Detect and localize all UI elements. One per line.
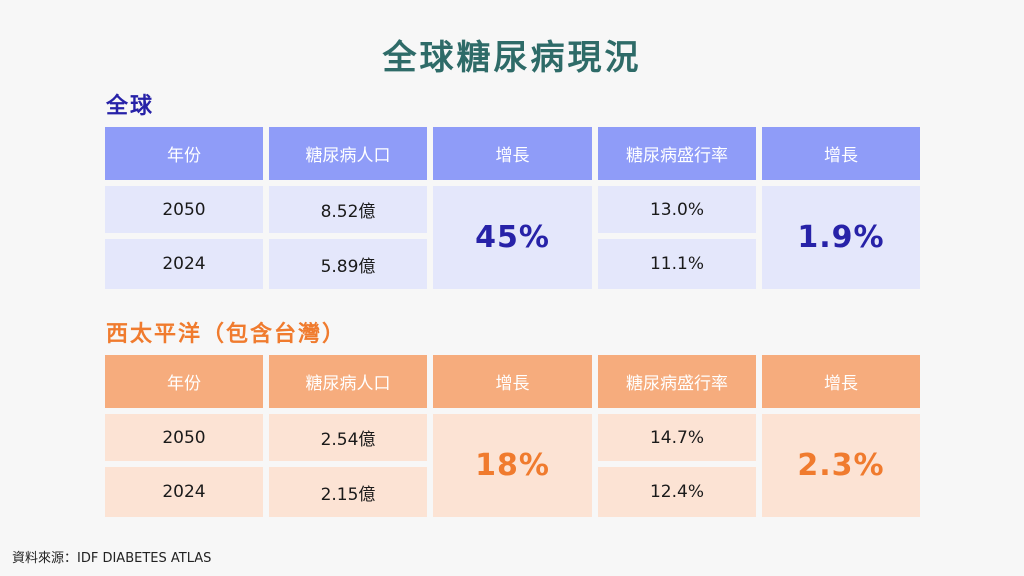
cell-prevalence: 13.0%: [598, 186, 756, 233]
header-prevalence-growth: 增長: [762, 127, 920, 180]
prevalence-growth-value: 1.9%: [762, 186, 920, 289]
source-note: 資料來源：IDF DIABETES ATLAS: [12, 551, 212, 566]
cell-year: 2050: [105, 186, 263, 233]
cell-population: 5.89億: [269, 239, 427, 289]
header-prevalence: 糖尿病盛行率: [598, 127, 756, 180]
cell-prevalence: 11.1%: [598, 239, 756, 289]
population-growth-value: 18%: [433, 414, 592, 517]
section-heading-global: 全球: [106, 94, 155, 119]
cell-year: 2024: [105, 467, 263, 517]
header-prevalence: 糖尿病盛行率: [598, 355, 756, 408]
table-western-pacific: 年份 糖尿病人口 增長 糖尿病盛行率 增長 2050 2.54億 14.7% 2…: [105, 355, 920, 520]
header-population-growth: 增長: [433, 127, 592, 180]
section-heading-western-pacific: 西太平洋（包含台灣）: [106, 322, 347, 347]
cell-prevalence: 12.4%: [598, 467, 756, 517]
cell-year: 2050: [105, 414, 263, 461]
page-title: 全球糖尿病現況: [382, 38, 642, 78]
cell-population: 8.52億: [269, 186, 427, 233]
cell-population: 2.54億: [269, 414, 427, 461]
cell-year: 2024: [105, 239, 263, 289]
header-year: 年份: [105, 355, 263, 408]
cell-population: 2.15億: [269, 467, 427, 517]
table-global: 年份 糖尿病人口 增長 糖尿病盛行率 增長 2050 8.52億 13.0% 2…: [105, 127, 920, 292]
header-population-growth: 增長: [433, 355, 592, 408]
prevalence-growth-value: 2.3%: [762, 414, 920, 517]
cell-prevalence: 14.7%: [598, 414, 756, 461]
header-population: 糖尿病人口: [269, 127, 427, 180]
header-year: 年份: [105, 127, 263, 180]
population-growth-value: 45%: [433, 186, 592, 289]
header-population: 糖尿病人口: [269, 355, 427, 408]
header-prevalence-growth: 增長: [762, 355, 920, 408]
